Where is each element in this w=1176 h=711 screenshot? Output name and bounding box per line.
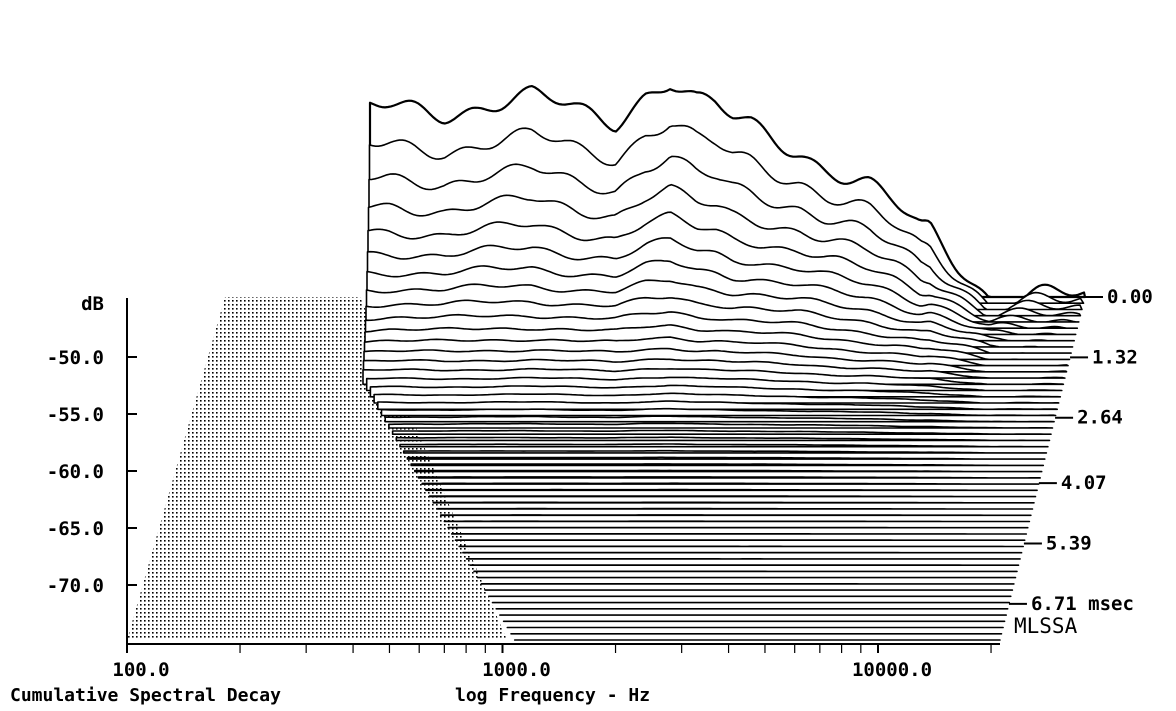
x-axis-label: log Frequency - Hz <box>455 685 650 706</box>
decay-slice <box>384 415 1055 423</box>
time-tick-label: 2.64 <box>1077 407 1123 429</box>
time-tick-label: 5.39 <box>1046 533 1092 555</box>
chart-title: Cumulative Spectral Decay <box>10 685 281 706</box>
floor-dotted-plane <box>127 297 507 640</box>
x-tick-label: 100.0 <box>112 659 169 681</box>
decay-slice <box>395 436 1051 442</box>
mlssa-brand: MLSSA <box>1014 614 1078 638</box>
decay-slice <box>414 469 1043 473</box>
y-axis-label: dB <box>81 293 104 315</box>
decay-slice <box>410 463 1045 467</box>
waterfall-slices <box>362 85 1087 641</box>
x-tick-label: 1000.0 <box>482 659 551 681</box>
decay-slice <box>391 429 1052 435</box>
time-tick-label: 6.71 msec <box>1031 593 1134 615</box>
x-ticks: 100.0 1000.0 10000.0 <box>112 644 992 681</box>
decay-slice <box>380 407 1057 417</box>
time-tick-label: 4.07 <box>1061 472 1107 494</box>
decay-slice <box>428 495 1037 498</box>
time-tick-label: 1.32 <box>1092 346 1138 368</box>
y-tick-label: -55.0 <box>47 404 104 426</box>
x-tick-label: 10000.0 <box>852 659 932 681</box>
y-tick-label: -50.0 <box>47 347 104 369</box>
floor-plane <box>127 297 507 640</box>
decay-slice <box>373 392 1060 404</box>
y-tick-label: -60.0 <box>47 461 104 483</box>
decay-slice <box>399 443 1049 448</box>
decay-slice <box>377 400 1058 411</box>
y-tick-label: -65.0 <box>47 518 104 540</box>
decay-slice <box>432 501 1035 504</box>
decay-slice <box>406 456 1046 460</box>
decay-slice <box>388 422 1054 429</box>
decay-slice <box>425 488 1038 492</box>
time-tick-label: 0.00 <box>1107 286 1153 308</box>
y-ticks: -50.0 -55.0 -60.0 -65.0 -70.0 <box>47 347 137 597</box>
decay-slice <box>417 476 1041 479</box>
decay-slice <box>402 449 1048 454</box>
y-tick-label: -70.0 <box>47 575 104 597</box>
decay-slice <box>421 482 1040 485</box>
time-ticks: 0.00 1.32 2.64 4.07 5.39 6.71 msec <box>1008 286 1153 615</box>
